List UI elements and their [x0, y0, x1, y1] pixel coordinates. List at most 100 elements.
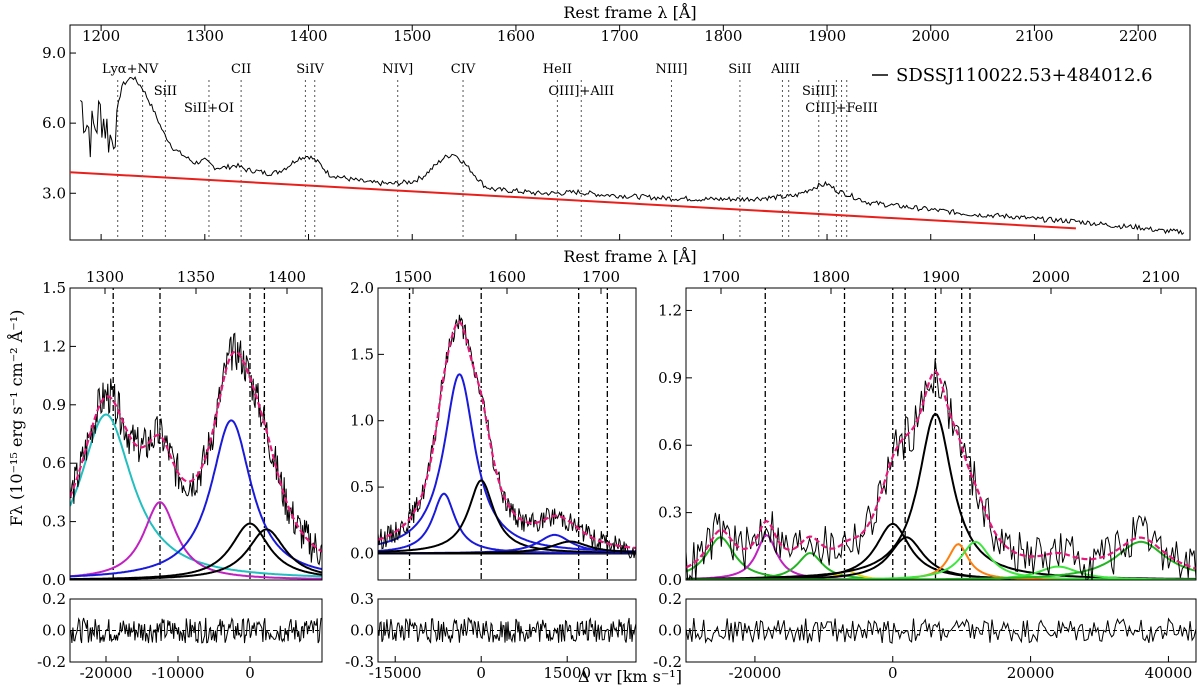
x-tick-label: 2200 — [1119, 27, 1157, 45]
x-tick-label: 1600 — [497, 27, 535, 45]
x-tick-label: 0 — [888, 664, 898, 682]
component-profile — [70, 501, 322, 580]
component-profile — [378, 540, 636, 555]
top-x-tick-label: 2100 — [1142, 268, 1180, 286]
residual-y-tick-label: -0.2 — [37, 653, 66, 671]
x-tick-label: 2100 — [1015, 27, 1053, 45]
plot-area — [378, 288, 636, 580]
total-fit-line — [70, 350, 322, 553]
emission-line-label: Lyα+NV — [102, 62, 159, 77]
spectrum-line — [80, 76, 1185, 236]
residual-y-tick-label: 0.3 — [350, 590, 374, 608]
y-tick-label: 1.0 — [350, 412, 374, 430]
emission-line-label: SiIV — [296, 62, 324, 77]
legend-label: SDSSJ110022.53+484012.6 — [896, 65, 1153, 86]
top-x-tick-label: 1700 — [582, 268, 620, 286]
y-tick-label: 0.3 — [658, 504, 682, 522]
y-tick-label: 0.9 — [658, 369, 682, 387]
ciii-panel: 0.00.30.60.91.2-0.20.00.2-20000 0 20000 400… — [653, 268, 1197, 682]
plot-area — [70, 288, 322, 580]
x-tick-label: -15000 — [369, 664, 422, 682]
y-tick-label: 1.5 — [350, 345, 374, 363]
emission-line-label: OIII]+AlII — [548, 84, 614, 99]
top-x-tick-label: 1800 — [812, 268, 850, 286]
residual-y-tick-label: 0.0 — [658, 622, 682, 640]
component-profile — [70, 419, 322, 578]
x-tick-label: 1900 — [808, 27, 846, 45]
continuum-line — [69, 171, 1076, 230]
overview-panel: 1200 1300 1400 1500 1600 1700 1800 1900 2000 2100… — [42, 2, 1191, 241]
residual-y-tick-label: 0.2 — [658, 590, 682, 608]
mid-xlabel: Rest frame λ [Å] — [563, 246, 696, 266]
civ-panel: 0.0 0.5 1.0 1.5 2.0 -0.3 0.0 0.3 -15000 0 15000 150… — [345, 268, 637, 682]
emission-line-label: AlIII — [770, 62, 800, 77]
panel-frame — [685, 287, 1197, 581]
y-tick-label: 1.2 — [42, 337, 66, 355]
top-x-tick-label: 1900 — [922, 268, 960, 286]
panel-frame — [377, 287, 637, 581]
y-tick-label: 6.0 — [42, 114, 66, 132]
component-profile — [378, 479, 636, 554]
top-x-tick-label: 1700 — [702, 268, 740, 286]
y-tick-label: 1.2 — [658, 301, 682, 319]
x-tick-label: 2000 — [912, 27, 950, 45]
spectrum-line — [70, 332, 322, 566]
top-x-tick-label: 1400 — [268, 268, 306, 286]
top-x-tick-label: 1300 — [86, 268, 124, 286]
emission-line-label: SiII+OI — [184, 101, 234, 116]
emission-line-label: CIII]+FeIII — [805, 101, 878, 116]
x-tick-label: 1400 — [289, 27, 327, 45]
x-tick-label: 0 — [476, 664, 486, 682]
y-tick-label: 1.5 — [42, 279, 66, 297]
x-tick-label: 1200 — [82, 27, 120, 45]
y-tick-label: 0.3 — [42, 513, 66, 531]
siiv-panel: 0.00.30.60.91.21.5-0.20.00.2-20000 -10000… — [37, 268, 323, 682]
top-x-tick-label: 1350 — [177, 268, 215, 286]
residual-y-tick-label: 0.0 — [42, 622, 66, 640]
top-x-tick-label: 2000 — [1032, 268, 1070, 286]
y-tick-label: 0.0 — [658, 571, 682, 589]
y-tick-label: 0.9 — [42, 396, 66, 414]
y-tick-label: 9.0 — [42, 44, 66, 62]
spectrum-line — [378, 314, 636, 559]
emission-line-label: HeII — [543, 62, 572, 77]
x-tick-label: 1800 — [704, 27, 742, 45]
bottom-xlabel: Δ vr [km s⁻¹] — [578, 667, 682, 686]
emission-line-label: SiIII] — [802, 84, 836, 99]
x-tick-label: 40000 — [1145, 664, 1193, 682]
x-tick-label: 0 — [245, 664, 255, 682]
x-tick-label: 15000 — [543, 664, 591, 682]
y-tick-label: 2.0 — [350, 279, 374, 297]
residual-y-tick-label: -0.3 — [345, 653, 374, 671]
top-x-tick-label: 1600 — [488, 268, 526, 286]
spectrum-line — [686, 359, 1196, 580]
x-tick-label: 1500 — [393, 27, 431, 45]
emission-line-label: CIV — [451, 62, 476, 77]
x-tick-label: 1300 — [186, 27, 224, 45]
x-tick-label: 1700 — [601, 27, 639, 45]
top-x-tick-label: 1500 — [394, 268, 432, 286]
residual-y-tick-label: 0.0 — [350, 622, 374, 640]
panel-frame — [69, 287, 323, 581]
emission-line-label: NIII] — [656, 62, 688, 77]
x-tick-label: 20000 — [1007, 664, 1055, 682]
y-axis-label: Fλ (10⁻¹⁵ erg s⁻¹ cm⁻² Å⁻¹) — [6, 310, 26, 527]
x-tick-label: -20000 — [729, 664, 782, 682]
total-fit-line — [686, 370, 1196, 570]
emission-line-label: CII — [231, 62, 251, 77]
residual-line — [377, 616, 637, 644]
total-fit-line — [378, 321, 636, 550]
residual-y-tick-label: -0.2 — [653, 653, 682, 671]
x-tick-label: -20000 — [80, 664, 133, 682]
y-tick-label: 0.0 — [350, 544, 374, 562]
x-tick-label: -10000 — [152, 664, 205, 682]
overview-frame — [69, 24, 1191, 241]
plot-area — [686, 288, 1196, 580]
y-tick-label: 3.0 — [42, 184, 66, 202]
component-profile — [70, 528, 322, 580]
residual-line — [69, 617, 323, 644]
y-tick-label: 0.6 — [42, 454, 66, 472]
residual-y-tick-label: 0.2 — [42, 590, 66, 608]
component-profile — [378, 373, 636, 553]
